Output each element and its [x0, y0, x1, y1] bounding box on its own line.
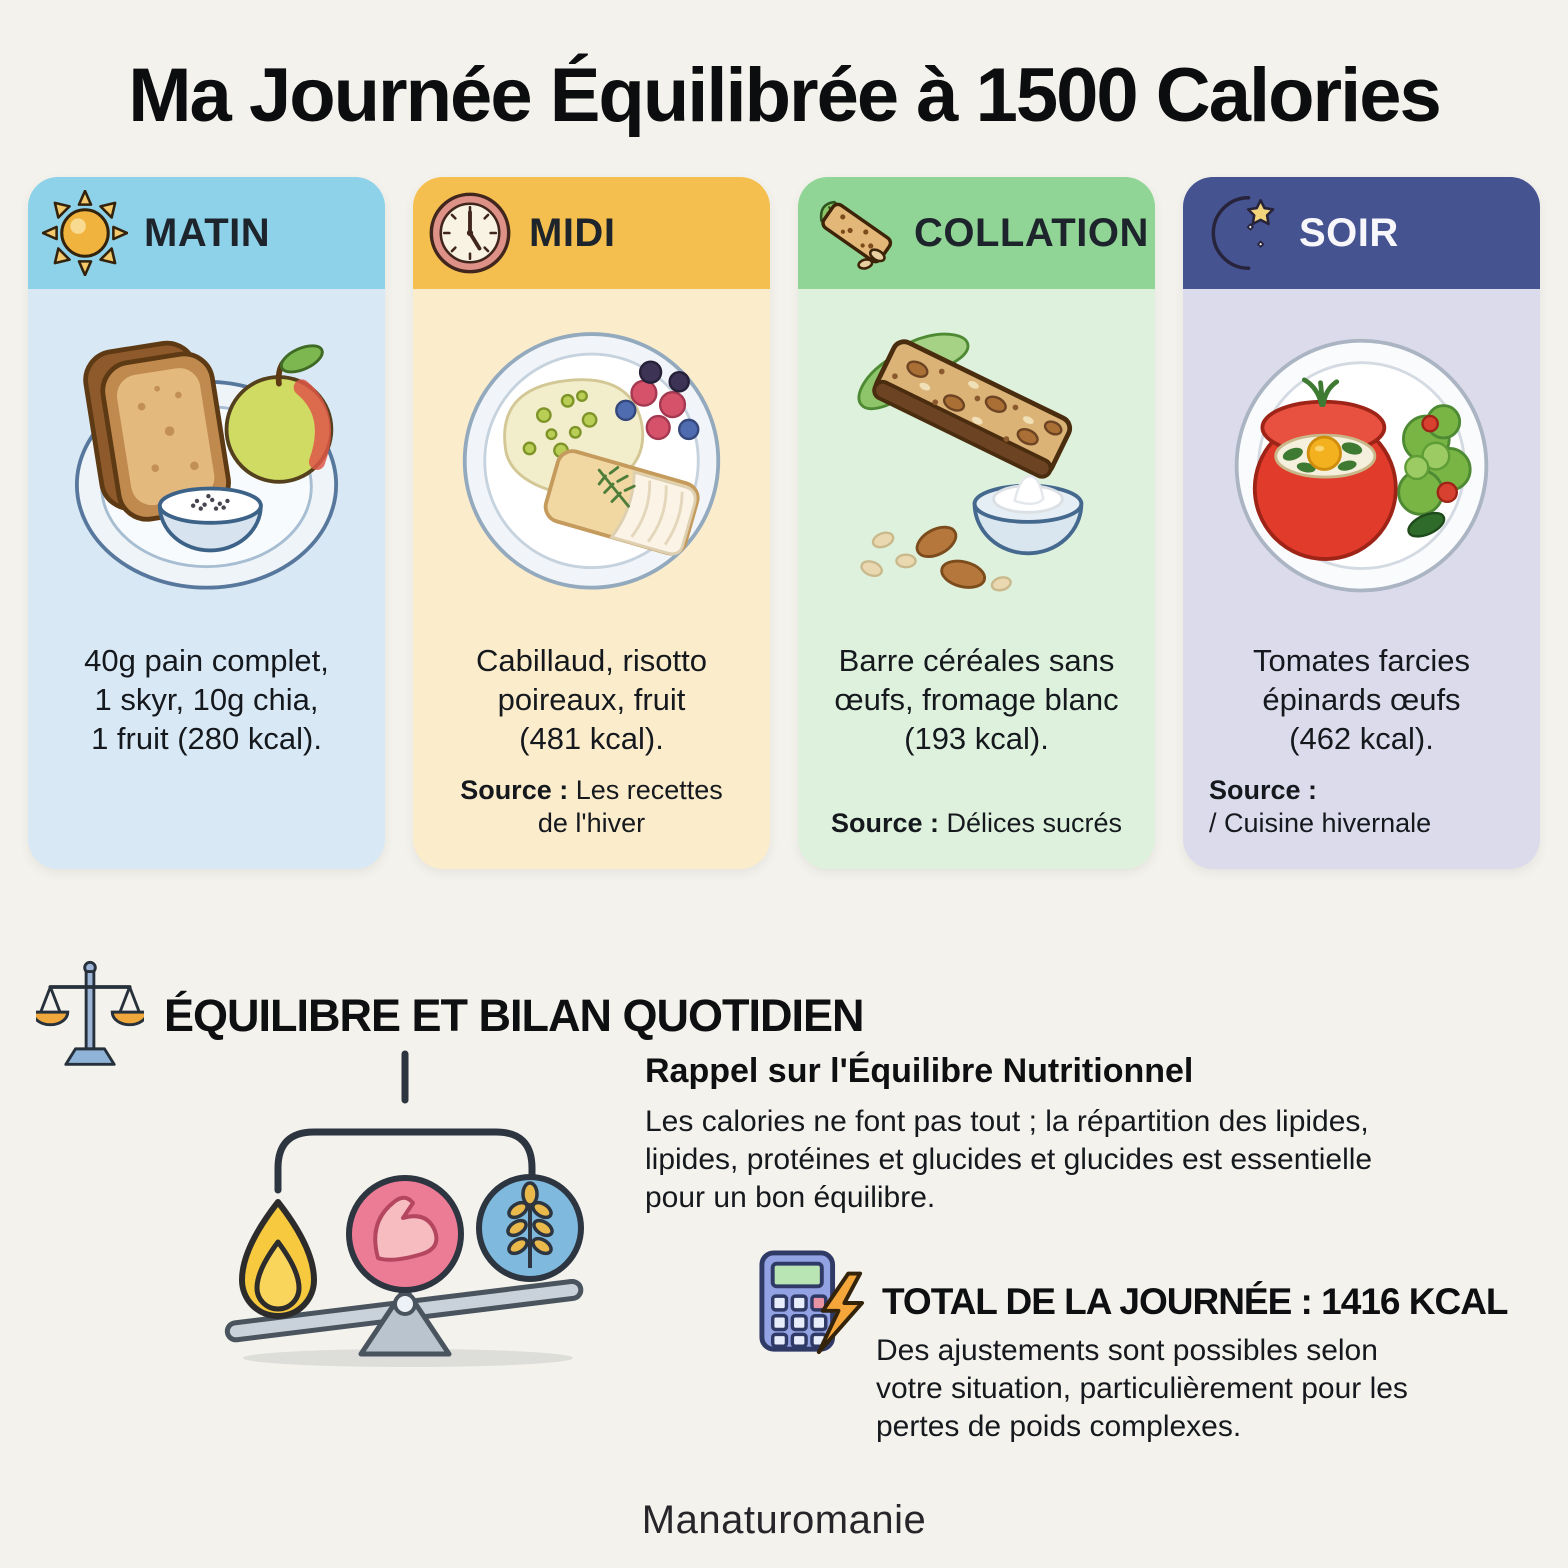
collation-source: Source : Délices sucrés — [798, 807, 1155, 869]
snack-art — [857, 332, 1084, 592]
soir-source-text: / Cuisine hivernale — [1209, 808, 1432, 839]
nutrition-reminder-body: Les calories ne font pas tout ; la répar… — [645, 1105, 1373, 1215]
midi-card-label: MIDI — [529, 210, 616, 255]
matin-card-label: MATIN — [144, 210, 271, 255]
midi-source: Source : Les recettes de l'hiver — [413, 774, 770, 870]
matin-illustration — [28, 289, 385, 627]
macro-balance-illustration — [224, 1050, 584, 1367]
moon-icon — [1211, 196, 1275, 270]
midi-source-text: Les recettes de l'hiver — [537, 774, 723, 839]
soir-illustration — [1183, 289, 1540, 627]
soir-description: Tomates farcies épinards œufs (462 kcal)… — [1252, 643, 1471, 757]
collation-card-header: COLLATION — [798, 177, 1155, 289]
nutrition-reminder-heading: Rappel sur l'Équilibre Nutritionnel — [645, 1052, 1194, 1090]
lunch-plate-art — [462, 332, 721, 590]
collation-illustration — [798, 289, 1155, 627]
matin-description: 40g pain complet, 1 skyr, 10g chia, 1 fr… — [84, 643, 329, 757]
meal-cards-row: MATIN — [0, 177, 1568, 869]
nutrition-reminder-block: Rappel sur l'Équilibre Nutritionnel Les … — [645, 1052, 1568, 1217]
matin-card-header: MATIN — [28, 177, 385, 289]
soir-card-header: SOIR — [1183, 177, 1540, 289]
midi-description: Cabillaud, risotto poireaux, fruit (481 … — [476, 643, 707, 757]
balance-section-heading-row: ÉQUILIBRE ET BILAN QUOTIDIEN — [36, 958, 865, 1074]
page-title: Ma Journée Équilibrée à 1500 Calories — [128, 53, 1441, 138]
breakfast-plate-art — [74, 340, 339, 590]
soir-source: Source : / Cuisine hivernale — [1183, 774, 1540, 870]
collation-card-label: COLLATION — [914, 210, 1149, 255]
clock-icon — [429, 192, 511, 274]
soir-card-label: SOIR — [1299, 210, 1399, 255]
scales-icon — [36, 960, 144, 1066]
meal-card-collation: COLLATION — [798, 177, 1155, 869]
meal-card-soir: SOIR — [1183, 177, 1540, 869]
collation-description: Barre céréales sans œufs, fromage blanc … — [834, 643, 1119, 757]
soir-source-label: Source : — [1209, 774, 1318, 805]
collation-source-text: Délices sucrés — [938, 808, 1123, 839]
matin-source — [28, 841, 385, 869]
sun-icon — [42, 190, 128, 276]
dinner-plate-art — [1234, 338, 1489, 593]
calculator-icon — [759, 1250, 865, 1355]
daily-total-body: Des ajustements sont possibles selon vot… — [876, 1334, 1408, 1444]
meal-card-midi: MIDI — [413, 177, 770, 869]
midi-source-label: Source : — [460, 774, 569, 805]
meal-card-matin: MATIN — [28, 177, 385, 869]
granola-bar-icon — [819, 200, 893, 270]
midi-illustration — [413, 289, 770, 627]
daily-total-row: TOTAL DE LA JOURNÉE : 1416 KCAL — [752, 1248, 1509, 1356]
collation-source-label: Source : — [830, 808, 939, 839]
midi-card-header: MIDI — [413, 177, 770, 289]
brand-footer: Manaturomanie — [641, 1498, 927, 1542]
daily-total-heading: TOTAL DE LA JOURNÉE : 1416 KCAL — [882, 1281, 1509, 1322]
balance-section-heading: ÉQUILIBRE ET BILAN QUOTIDIEN — [164, 990, 865, 1041]
